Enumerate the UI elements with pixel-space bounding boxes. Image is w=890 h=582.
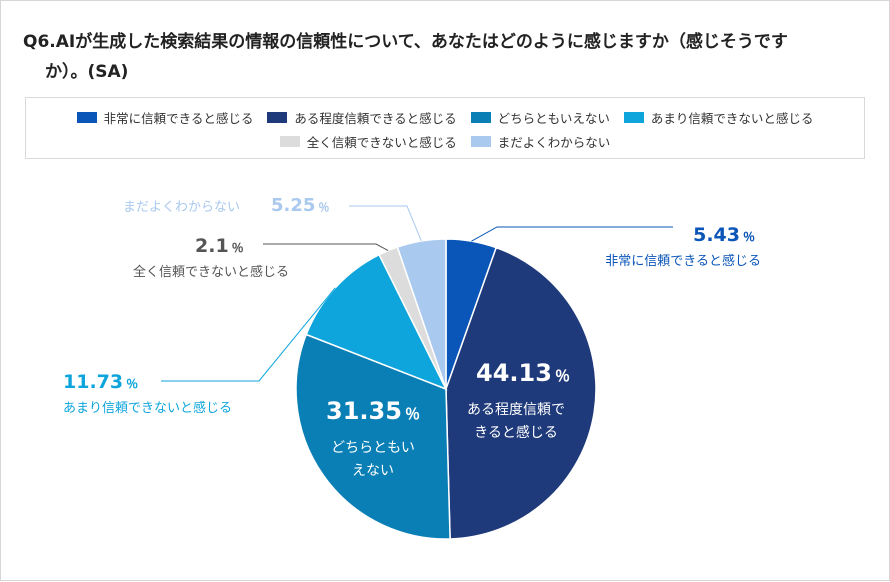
slice-name-notmuch: あまり信頼できないと感じる bbox=[63, 400, 232, 416]
legend-item-somewhat: ある程度信頼できると感じる bbox=[267, 108, 457, 127]
value-label-somewhat: 44.13 ％ bbox=[476, 359, 570, 387]
slice-name-neutral-line1: どちらともい bbox=[331, 440, 415, 456]
legend-swatch-notmuch bbox=[623, 112, 644, 123]
legend-label-somewhat: ある程度信頼できると感じる bbox=[294, 111, 457, 126]
legend-row-2: 全く信頼できないと感じる まだよくわからない bbox=[26, 132, 864, 151]
legend-item-none: 全く信頼できないと感じる bbox=[279, 132, 457, 151]
pie-slice-neutral bbox=[295, 333, 451, 540]
slice-name-very: 非常に信頼できると感じる bbox=[605, 253, 761, 269]
slice-name-none: 全く信頼できないと感じる bbox=[133, 264, 289, 280]
leader-line-notmuch bbox=[161, 287, 336, 382]
slice-name-unknown: まだよくわからない bbox=[123, 200, 240, 215]
leader-line-unknown bbox=[349, 205, 422, 242]
leader-line-very bbox=[471, 226, 673, 242]
title-line-2: か）。(SA) bbox=[45, 62, 129, 82]
legend-label-neutral: どちらともいえない bbox=[497, 111, 610, 126]
slice-name-somewhat-line2: きると感じる bbox=[474, 424, 558, 441]
legend-item-very: 非常に信頼できると感じる bbox=[76, 108, 254, 127]
pie-slice-unknown bbox=[396, 238, 447, 390]
chart-question-title: Q6.AIが生成した検索結果の情報の信頼性について、あなたはどのように感じますか… bbox=[23, 27, 863, 87]
legend: 非常に信頼できると感じる ある程度信頼できると感じる どちらともいえない あまり… bbox=[25, 97, 865, 159]
value-label-none: 2.1 ％ bbox=[195, 235, 244, 257]
legend-swatch-somewhat bbox=[267, 112, 288, 123]
legend-row-1: 非常に信頼できると感じる ある程度信頼できると感じる どちらともいえない あまり… bbox=[26, 108, 864, 127]
slice-name-somewhat-line1: ある程度信頼で bbox=[467, 402, 565, 418]
value-label-neutral: 31.35 ％ bbox=[326, 397, 420, 425]
value-label-unknown: 5.25 ％ bbox=[271, 195, 329, 216]
legend-swatch-unknown bbox=[470, 136, 491, 147]
leader-line-none bbox=[263, 243, 389, 252]
legend-label-very: 非常に信頼できると感じる bbox=[103, 111, 254, 126]
value-label-notmuch: 11.73 ％ bbox=[63, 371, 138, 393]
slice-name-neutral-line2: えない bbox=[352, 463, 394, 479]
pie-slice-somewhat bbox=[445, 246, 597, 540]
legend-label-unknown: まだよくわからない bbox=[497, 135, 611, 150]
legend-label-none: 全く信頼できないと感じる bbox=[306, 135, 457, 150]
legend-item-notmuch: あまり信頼できないと感じる bbox=[623, 108, 814, 127]
legend-label-notmuch: あまり信頼できないと感じる bbox=[650, 111, 814, 126]
legend-swatch-none bbox=[279, 136, 300, 147]
value-label-very: 5.43 ％ bbox=[693, 224, 755, 246]
legend-item-unknown: まだよくわからない bbox=[470, 132, 611, 151]
legend-item-neutral: どちらともいえない bbox=[470, 108, 610, 127]
legend-swatch-neutral bbox=[470, 112, 491, 123]
legend-swatch-very bbox=[76, 112, 97, 123]
title-line-1: Q6.AIが生成した検索結果の情報の信頼性について、あなたはどのように感じますか… bbox=[23, 32, 788, 52]
